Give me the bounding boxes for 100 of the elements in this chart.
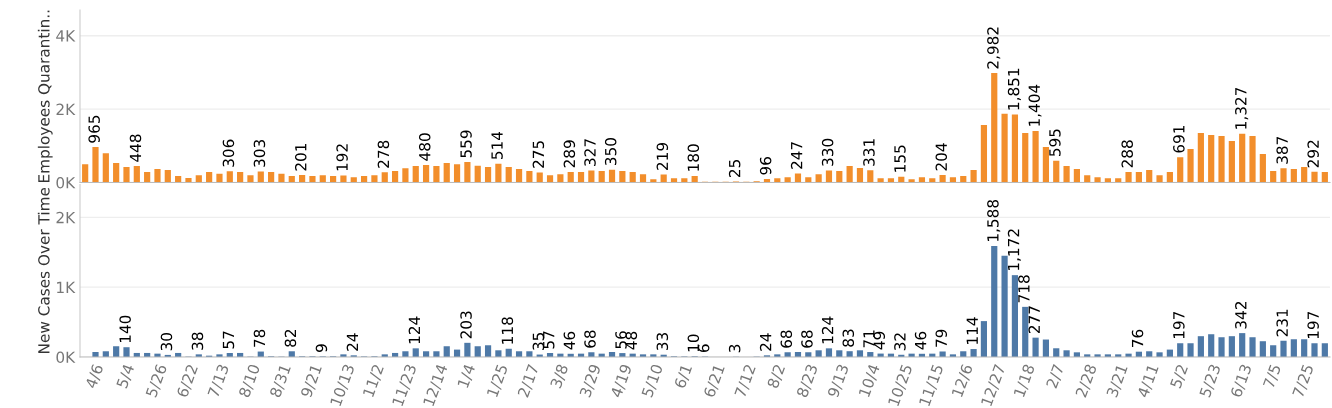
data-label: 114 — [966, 317, 978, 344]
data-label: 71 — [863, 330, 875, 348]
x-tick-label: 6/21 — [703, 363, 727, 399]
data-label: 24 — [346, 333, 358, 351]
data-label: 595 — [1049, 129, 1061, 157]
x-tick-label: 7/13 — [207, 363, 231, 399]
data-label: 306 — [222, 139, 235, 167]
x-tick-label: 11/2 — [362, 364, 386, 398]
data-label: 448 — [129, 134, 142, 162]
data-label: 327 — [584, 139, 596, 166]
data-label: 197 — [1307, 311, 1319, 339]
data-label: 192 — [336, 144, 348, 171]
data-label: 155 — [894, 145, 906, 172]
x-tick-label: 11/23 — [391, 363, 418, 407]
data-label: 292 — [1307, 140, 1319, 168]
x-tick-label: 5/10 — [641, 363, 665, 399]
x-tick-label: 1/18 — [1013, 363, 1037, 398]
data-label: 197 — [1173, 311, 1185, 339]
data-label: 82 — [284, 329, 297, 347]
x-tick-label: 8/2 — [766, 364, 787, 390]
data-label: 68 — [801, 330, 813, 348]
x-tick-label: 1/4 — [457, 363, 477, 389]
x-tick-label: 11/15 — [918, 363, 945, 407]
data-label: 201 — [294, 143, 307, 171]
data-label: 25 — [728, 160, 741, 178]
x-tick-label: 6/22 — [176, 364, 200, 399]
data-label: 180 — [687, 144, 700, 171]
data-label: 57 — [222, 331, 235, 349]
data-label: 6 — [697, 344, 710, 353]
y-axis-title: Employees Quarantin.. — [37, 10, 53, 182]
data-label: 1,172 — [1007, 229, 1021, 271]
data-label: 79 — [935, 329, 948, 347]
x-tick-label: 8/10 — [238, 363, 262, 399]
data-label: 1,851 — [1007, 68, 1021, 110]
data-label: 35 — [532, 333, 545, 350]
data-label: 203 — [460, 311, 472, 339]
x-tick-label: 2/28 — [1075, 363, 1099, 399]
data-label: 289 — [563, 140, 576, 168]
y-tick-label: 0K — [56, 176, 76, 189]
y-tick-label: 2K — [56, 211, 76, 224]
data-label: 1,404 — [1028, 84, 1042, 126]
data-label: 480 — [418, 133, 431, 161]
x-tick-label: 5/2 — [1169, 364, 1190, 390]
x-tick-label: 7/5 — [1262, 363, 1283, 389]
x-tick-label: 8/23 — [796, 363, 820, 399]
data-label: 559 — [460, 130, 472, 158]
x-tick-label: 7/12 — [734, 364, 757, 399]
data-label: 32 — [894, 333, 906, 351]
data-label: 3 — [728, 344, 741, 353]
x-tick-label: 5/4 — [116, 363, 136, 390]
data-label: 124 — [821, 316, 834, 344]
data-label: 231 — [1276, 309, 1288, 337]
x-tick-label: 3/21 — [1106, 363, 1129, 399]
data-label: 49 — [873, 331, 886, 350]
x-tick-label: 12/14 — [422, 363, 449, 407]
data-label: 330 — [821, 138, 834, 166]
x-tick-label: 6/1 — [673, 363, 694, 390]
x-tick-label: 10/25 — [887, 363, 914, 407]
x-tick-label: 2/17 — [517, 363, 541, 399]
data-label: 46 — [914, 331, 927, 350]
x-tick-label: 9/13 — [827, 363, 851, 399]
x-tick-label: 7/25 — [1292, 363, 1315, 399]
x-tick-label: 6/13 — [1229, 363, 1253, 399]
data-label: 38 — [191, 332, 204, 350]
data-label: 56 — [615, 331, 627, 349]
y-axis-title: New Cases Over Time — [37, 187, 50, 353]
data-label: 691 — [1173, 125, 1185, 153]
y-tick-label: 0K — [56, 351, 76, 364]
data-label: 68 — [584, 330, 596, 348]
x-tick-label: 4/19 — [610, 363, 634, 399]
data-label: 514 — [491, 131, 503, 160]
data-label: 275 — [532, 141, 545, 168]
x-tick-label: 1/25 — [486, 363, 510, 398]
data-label: 278 — [377, 140, 390, 168]
x-tick-label: 10/4 — [858, 363, 882, 398]
data-label: 118 — [501, 317, 514, 344]
x-tick-label: 3/8 — [549, 363, 570, 390]
data-label: 30 — [160, 333, 173, 351]
x-tick-label: 4/6 — [84, 363, 105, 390]
data-label: 219 — [656, 142, 669, 170]
data-label: 46 — [563, 331, 576, 350]
x-tick-label: 9/21 — [300, 363, 324, 399]
data-label: 277 — [1028, 306, 1040, 334]
data-label: 78 — [253, 329, 266, 347]
data-label: 2,982 — [987, 27, 1001, 69]
x-tick-label: 5/23 — [1199, 363, 1222, 399]
x-tick-label: 8/31 — [269, 363, 293, 399]
data-label: 350 — [604, 138, 617, 166]
data-label: 10 — [687, 334, 700, 352]
data-label: 965 — [88, 115, 100, 143]
data-label: 83 — [842, 329, 855, 347]
data-label: 331 — [863, 139, 875, 166]
data-label: 387 — [1276, 136, 1288, 164]
x-tick-label: 3/29 — [579, 363, 603, 399]
data-label: 124 — [408, 316, 420, 344]
data-label: 48 — [625, 331, 638, 350]
y-tick-label: 4K — [56, 30, 76, 42]
data-label: 76 — [1131, 329, 1144, 347]
x-tick-label: 5/26 — [145, 363, 169, 399]
data-label: 1,588 — [987, 199, 1001, 241]
